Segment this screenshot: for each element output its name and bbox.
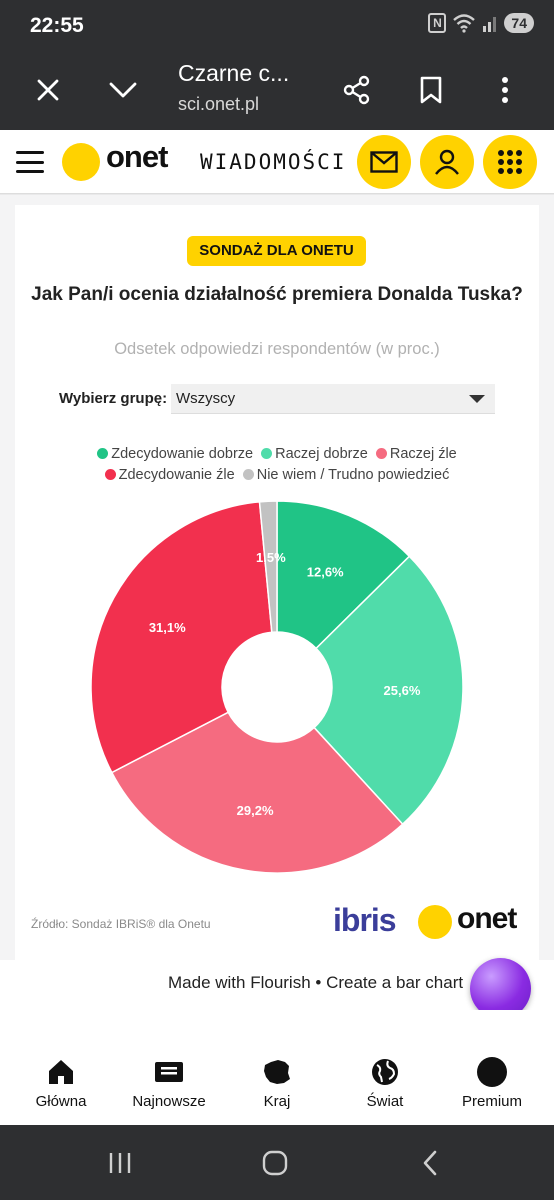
ibris-logo: ibris xyxy=(333,902,397,938)
slice-label: 31,1% xyxy=(149,620,186,635)
browser-tab-bar: Czarne c... sci.onet.pl xyxy=(0,52,554,130)
slice-label: 25,6% xyxy=(384,683,421,698)
legend-item[interactable]: Zdecydowanie dobrze xyxy=(97,444,253,465)
source-note: Źródło: Sondaż IBRiS® dla Onetu xyxy=(31,917,211,931)
home-button-icon[interactable] xyxy=(255,1143,295,1183)
group-select-value: Wszyscy xyxy=(176,390,236,407)
pie-slice[interactable] xyxy=(90,501,273,774)
nav-item-premium[interactable]: Premium xyxy=(437,1055,547,1110)
share-icon[interactable] xyxy=(337,70,377,110)
apps-button[interactable] xyxy=(483,135,537,189)
hamburger-menu-icon[interactable] xyxy=(16,151,44,173)
status-time: 22:55 xyxy=(30,14,84,37)
close-icon[interactable] xyxy=(28,70,68,110)
chart-title: Jak Pan/i ocenia działalność premiera Do… xyxy=(31,284,523,305)
premium-circle-icon xyxy=(477,1057,507,1087)
chat-bubble-icon[interactable] xyxy=(470,958,531,1019)
home-icon xyxy=(49,1060,73,1084)
mail-icon xyxy=(370,151,398,173)
group-select[interactable]: Wszyscy xyxy=(171,384,495,414)
pie-slice[interactable] xyxy=(276,500,411,650)
dropdown-caret-icon xyxy=(469,395,485,403)
nav-label: Premium xyxy=(461,1093,522,1110)
section-name[interactable]: WIADOMOŚCI xyxy=(200,150,347,174)
bookmark-icon[interactable] xyxy=(411,70,451,110)
legend-swatch xyxy=(261,448,273,459)
onet-small-logo: onet xyxy=(457,902,517,935)
legend-swatch xyxy=(375,448,387,459)
legend-label: Raczej źle xyxy=(389,446,457,462)
onet-logo-dot[interactable] xyxy=(62,143,100,181)
user-button[interactable] xyxy=(420,135,474,189)
newspaper-icon xyxy=(155,1062,183,1082)
chart-subtitle: Odsetek odpowiedzi respondentów (w proc.… xyxy=(114,340,440,358)
chart-legend: Zdecydowanie dobrze Raczej dobrze Raczej… xyxy=(30,444,524,486)
group-label: Wybierz grupę: xyxy=(59,390,168,407)
user-icon xyxy=(435,149,459,175)
onet-small-logo-dot xyxy=(418,905,452,939)
legend-item[interactable]: Zdecydowanie źle xyxy=(104,465,235,486)
nav-item-home[interactable]: Główna xyxy=(6,1055,116,1110)
nav-label: Świat xyxy=(366,1093,404,1110)
mail-button[interactable] xyxy=(357,135,411,189)
legend-swatch xyxy=(242,469,254,480)
apps-grid-icon xyxy=(498,150,522,174)
signal-icon xyxy=(483,17,497,32)
survey-badge: SONDAŻ DLA ONETU xyxy=(187,236,366,266)
legend-swatch xyxy=(97,448,109,459)
pie-slice[interactable] xyxy=(313,555,464,826)
flourish-credit[interactable]: Made with Flourish • Create a bar chart xyxy=(168,973,464,992)
legend-label: Zdecydowanie źle xyxy=(118,467,235,483)
legend-swatch xyxy=(104,469,116,480)
recent-apps-icon[interactable] xyxy=(100,1143,140,1183)
battery-indicator: 74 xyxy=(504,13,534,33)
pie-slice[interactable] xyxy=(258,500,278,634)
globe-icon xyxy=(372,1059,398,1085)
legend-label: Zdecydowanie dobrze xyxy=(111,446,254,462)
bottom-navigation xyxy=(0,1045,554,1125)
nfc-icon: N xyxy=(428,13,447,33)
tab-title: Czarne c... xyxy=(178,60,290,86)
tab-url: sci.onet.pl xyxy=(178,94,260,114)
nav-label: Kraj xyxy=(263,1093,291,1110)
nav-item-latest[interactable]: Najnowsze xyxy=(114,1055,224,1110)
legend-label: Nie wiem / Trudno powiedzieć xyxy=(256,467,450,483)
status-icons: N 74 xyxy=(428,13,534,33)
pie-slice[interactable] xyxy=(110,711,404,874)
legend-item[interactable]: Raczej dobrze xyxy=(261,444,368,465)
slice-label: 1,5% xyxy=(256,550,286,565)
more-vertical-icon[interactable] xyxy=(485,70,525,110)
slice-label: 12,6% xyxy=(307,565,344,580)
flourish-bar xyxy=(0,960,554,1010)
onet-logo[interactable]: onet xyxy=(106,139,168,174)
wifi-icon xyxy=(453,14,476,33)
nav-item-world[interactable]: Świat xyxy=(330,1055,440,1110)
poland-map-icon xyxy=(264,1060,290,1084)
legend-item[interactable]: Nie wiem / Trudno powiedzieć xyxy=(242,465,450,486)
slice-label: 29,2% xyxy=(237,803,274,818)
donut-chart: 12,6% 25,6% 29,2% 31,1% 1,5% xyxy=(90,500,464,874)
nav-label: Główna xyxy=(35,1093,87,1110)
nav-label: Najnowsze xyxy=(132,1093,206,1110)
legend-label: Raczej dobrze xyxy=(275,446,368,462)
back-icon[interactable] xyxy=(410,1143,450,1183)
system-navigation-bar xyxy=(0,1125,554,1200)
chevron-down-icon[interactable] xyxy=(103,70,143,110)
nav-item-country[interactable]: Kraj xyxy=(222,1055,332,1110)
status-bar: 22:55 N 74 xyxy=(0,0,554,52)
legend-item[interactable]: Raczej źle xyxy=(375,444,457,465)
